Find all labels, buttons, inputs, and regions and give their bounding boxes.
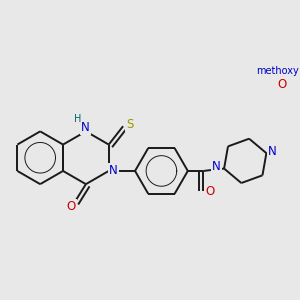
Text: O: O — [205, 185, 214, 198]
Text: N: N — [109, 164, 118, 177]
Text: H: H — [74, 114, 81, 124]
Text: methoxy: methoxy — [256, 66, 299, 76]
Text: N: N — [268, 145, 277, 158]
Text: S: S — [126, 118, 134, 131]
Text: N: N — [212, 160, 221, 173]
Text: O: O — [67, 200, 76, 213]
Text: O: O — [277, 78, 286, 91]
Text: N: N — [81, 121, 89, 134]
